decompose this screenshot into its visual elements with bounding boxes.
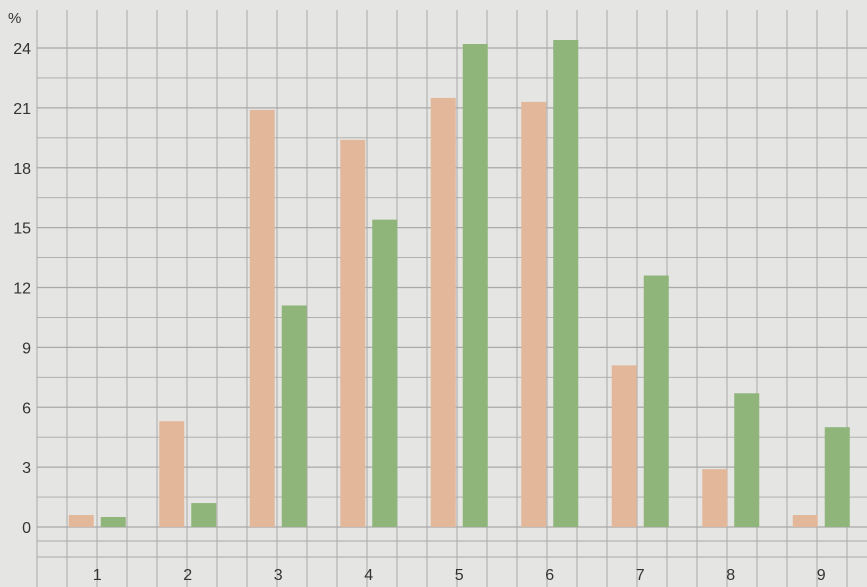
x-tick-label: 3 xyxy=(274,567,283,584)
bar-series-1-category-6 xyxy=(521,101,547,527)
x-tick-label: 7 xyxy=(636,567,645,584)
y-tick-label: 24 xyxy=(13,41,31,58)
bar-series-2-category-2 xyxy=(191,503,217,527)
bar-series-2-category-5 xyxy=(462,44,488,528)
bar-series-2-category-6 xyxy=(553,40,579,528)
y-tick-label: 3 xyxy=(22,460,31,477)
y-tick-label: 21 xyxy=(13,101,31,118)
bar-series-2-category-8 xyxy=(734,393,760,527)
bar-series-1-category-4 xyxy=(340,139,366,527)
y-tick-label: 9 xyxy=(22,340,31,357)
x-tick-label: 5 xyxy=(455,567,464,584)
bars xyxy=(68,40,850,528)
x-tick-label: 4 xyxy=(364,567,373,584)
bar-series-2-category-9 xyxy=(824,427,850,527)
bar-series-1-category-1 xyxy=(68,515,94,527)
bar-series-2-category-1 xyxy=(100,517,126,527)
bar-series-1-category-9 xyxy=(792,515,818,527)
x-tick-label: 8 xyxy=(726,567,735,584)
y-tick-label: 6 xyxy=(22,400,31,417)
bar-series-2-category-7 xyxy=(643,275,669,527)
bar-series-1-category-8 xyxy=(702,469,728,527)
y-tick-label: 15 xyxy=(13,221,31,238)
x-tick-label: 6 xyxy=(545,567,554,584)
y-axis-ticks: 0 3 6 9 12 15 18 21 24 xyxy=(13,41,31,537)
x-tick-label: 9 xyxy=(817,567,826,584)
bar-series-2-category-4 xyxy=(372,219,398,527)
y-tick-label: 18 xyxy=(13,161,31,178)
bar-series-1-category-2 xyxy=(159,421,185,527)
bar-series-1-category-3 xyxy=(249,109,275,527)
x-tick-label: 1 xyxy=(93,567,102,584)
y-tick-label: 12 xyxy=(13,281,31,298)
bar-series-1-category-5 xyxy=(430,97,456,527)
x-axis-ticks: 1 2 3 4 5 6 7 8 9 xyxy=(93,567,826,584)
bar-series-1-category-7 xyxy=(611,365,637,527)
y-tick-label: 0 xyxy=(22,520,31,537)
bar-series-2-category-3 xyxy=(281,305,307,527)
x-tick-label: 2 xyxy=(183,567,192,584)
y-axis-unit-label: % xyxy=(8,10,21,27)
